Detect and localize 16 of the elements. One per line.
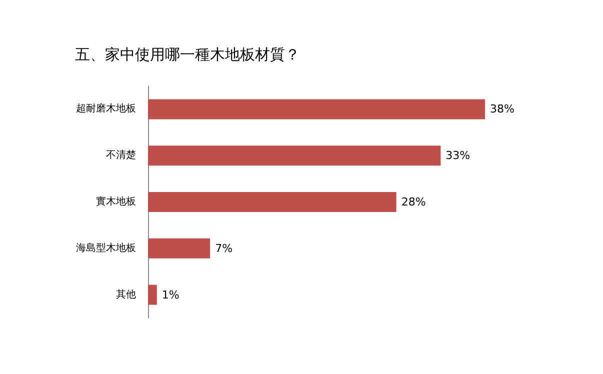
bar (148, 99, 485, 120)
data-label: 7% (215, 242, 233, 255)
y-tick-label: 不清楚 (106, 149, 136, 162)
bar (148, 284, 157, 305)
data-label: 33% (446, 149, 470, 162)
bar (148, 192, 396, 212)
y-tick-label: 實木地板 (96, 196, 136, 208)
bar (148, 146, 441, 166)
data-label: 1% (162, 288, 180, 302)
y-tick-label: 其他 (116, 288, 136, 300)
data-label: 38% (490, 102, 514, 116)
data-label: 28% (401, 196, 426, 208)
y-tick-label: 海島型木地板 (76, 242, 136, 254)
y-tick-label: 超耐磨木地板 (76, 102, 136, 115)
bar (148, 238, 210, 258)
chart-title: 五、家中使用哪一種木地板材質？ (75, 46, 300, 64)
